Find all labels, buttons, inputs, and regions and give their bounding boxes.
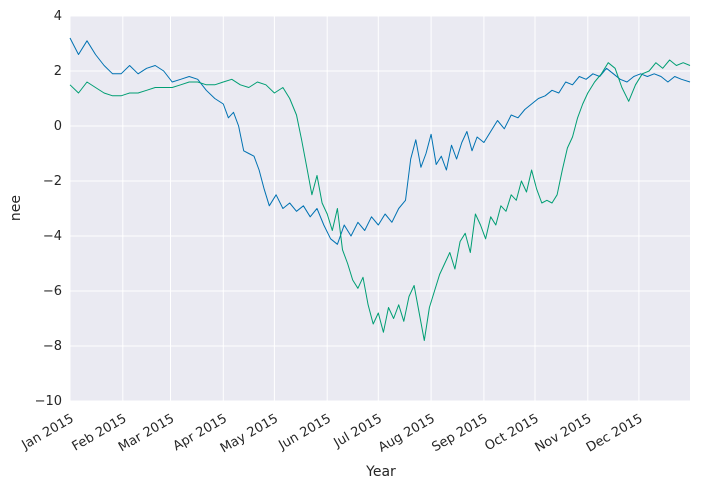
series-lines bbox=[69, 37, 691, 341]
x-tick-label: Jan 2015 bbox=[19, 411, 77, 453]
plot-background bbox=[70, 16, 690, 401]
x-tick-label: Aug 2015 bbox=[376, 411, 438, 455]
x-tick-label: Nov 2015 bbox=[533, 411, 595, 455]
x-tick-label: Dec 2015 bbox=[584, 411, 646, 455]
y-tick-label: 0 bbox=[54, 119, 62, 134]
y-tick-label: 2 bbox=[54, 64, 62, 79]
y-tick-label: −2 bbox=[43, 174, 62, 189]
y-tick-label: −4 bbox=[43, 229, 62, 244]
x-tick-label: Jun 2015 bbox=[276, 411, 334, 453]
x-tick-label: Oct 2015 bbox=[482, 411, 541, 454]
series-line-2 bbox=[69, 59, 691, 341]
y-tick-label: −10 bbox=[35, 394, 62, 409]
y-tick-label: 4 bbox=[54, 9, 62, 24]
y-tick-label: −8 bbox=[43, 339, 62, 354]
x-tick-label: Sep 2015 bbox=[430, 411, 491, 455]
y-tick-labels: −10 −8 −6 −4 −2 0 2 4 bbox=[35, 9, 62, 409]
y-axis-label: nee bbox=[8, 195, 24, 221]
x-tick-label: May 2015 bbox=[218, 411, 281, 456]
y-tick-label: −6 bbox=[43, 284, 62, 299]
x-axis-label: Year bbox=[365, 464, 396, 480]
